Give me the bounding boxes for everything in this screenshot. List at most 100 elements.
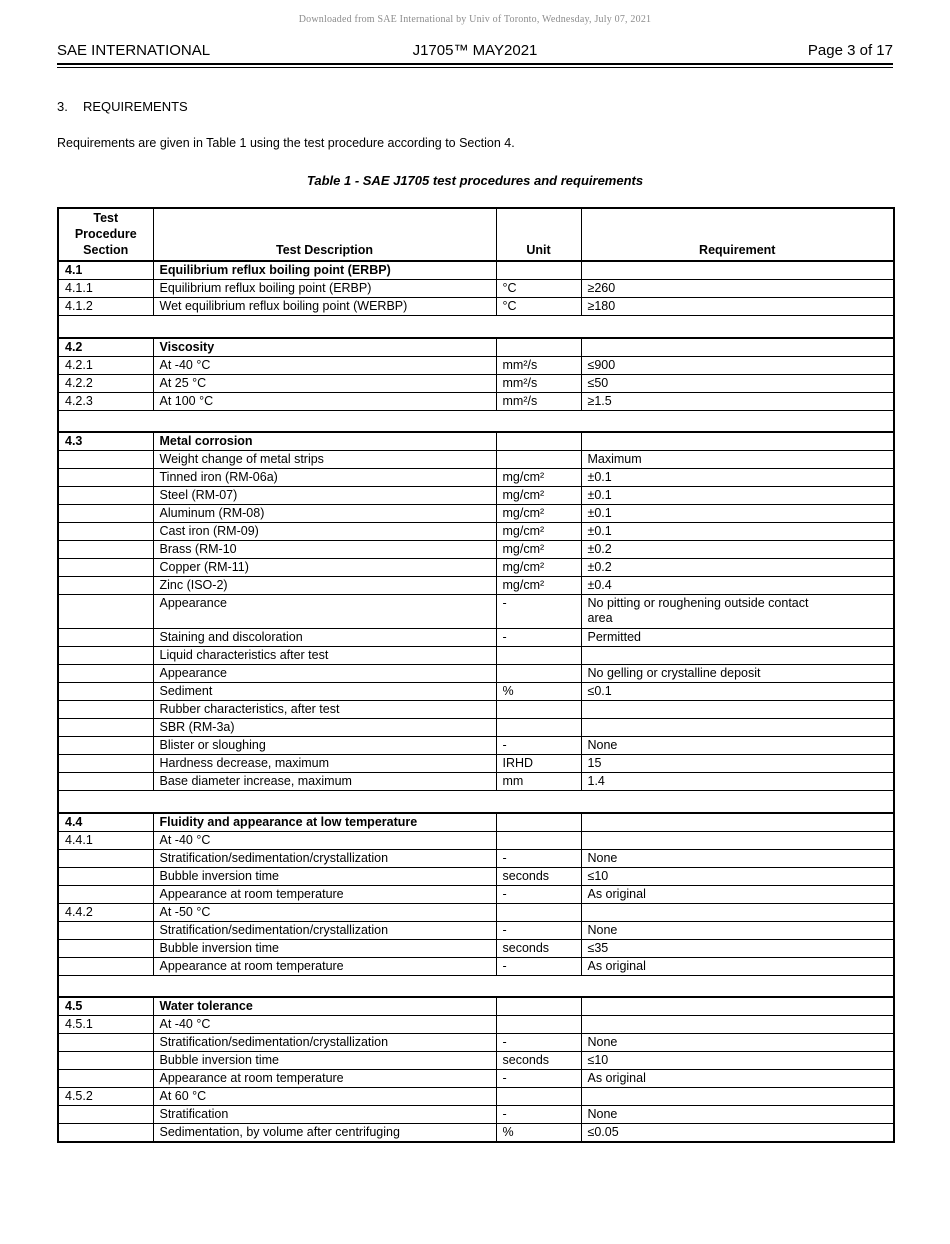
cell-requirement: ≤10 bbox=[580, 1051, 895, 1070]
cell-requirement: As original bbox=[580, 1069, 895, 1088]
table-row: Tinned iron (RM-06a) mg/cm² ±0.1 bbox=[57, 468, 895, 487]
cell-description: At -50 °C bbox=[152, 902, 497, 922]
table-row: 4.5 Water tolerance bbox=[57, 996, 895, 1016]
cell-section bbox=[57, 1123, 154, 1143]
cell-unit: mg/cm² bbox=[495, 540, 582, 559]
cell-requirement: ±0.2 bbox=[580, 540, 895, 559]
spacer-cell bbox=[57, 315, 895, 339]
cell-description: Fluidity and appearance at low temperatu… bbox=[152, 811, 497, 832]
cell-section: 4.1 bbox=[57, 260, 154, 280]
cell-section bbox=[57, 1033, 154, 1052]
table-spacer-row bbox=[57, 409, 895, 433]
cell-description: At 60 °C bbox=[152, 1087, 497, 1106]
cell-requirement: ≥1.5 bbox=[580, 391, 895, 411]
cell-requirement bbox=[580, 811, 895, 832]
cell-requirement: ±0.1 bbox=[580, 522, 895, 541]
column-header-unit: Unit bbox=[495, 207, 582, 262]
cell-unit: mm²/s bbox=[495, 355, 582, 375]
cell-requirement: 1.4 bbox=[580, 772, 895, 791]
cell-section bbox=[57, 594, 154, 629]
cell-requirement: As original bbox=[580, 884, 895, 904]
cell-unit bbox=[495, 996, 582, 1016]
table-row: 4.1 Equilibrium reflux boiling point (ERB… bbox=[57, 260, 895, 280]
cell-unit: mm²/s bbox=[495, 373, 582, 393]
cell-section: 4.1.2 bbox=[57, 297, 154, 316]
cell-description: Stratification bbox=[152, 1105, 497, 1124]
cell-requirement: 15 bbox=[580, 754, 895, 773]
section-heading: 3. REQUIREMENTS bbox=[57, 99, 893, 114]
cell-section: 4.4 bbox=[57, 811, 154, 832]
cell-section bbox=[57, 540, 154, 559]
table-row: Appearance at room temperature - As origin… bbox=[57, 1069, 895, 1088]
cell-description: Brass (RM-10 bbox=[152, 540, 497, 559]
table-row: 4.4.2 At -50 °C bbox=[57, 902, 895, 922]
cell-requirement: ≥180 bbox=[580, 297, 895, 316]
table-spacer-row bbox=[57, 315, 895, 339]
cell-description: Stratification/sedimentation/crystalliza… bbox=[152, 848, 497, 868]
cell-section bbox=[57, 700, 154, 719]
cell-description: At -40 °C bbox=[152, 1015, 497, 1034]
cell-requirement: ±0.1 bbox=[580, 486, 895, 505]
cell-unit: - bbox=[495, 956, 582, 976]
column-header-test-procedure-section: Test Procedure Section bbox=[57, 207, 154, 262]
table-row: 4.2 Viscosity bbox=[57, 336, 895, 357]
table-row: 4.1.2 Wet equilibrium reflux boiling poin… bbox=[57, 297, 895, 316]
cell-unit: seconds bbox=[495, 866, 582, 886]
cell-section bbox=[57, 1069, 154, 1088]
cell-unit: mg/cm² bbox=[495, 486, 582, 505]
table-row: Weight change of metal strips Maximum bbox=[57, 450, 895, 469]
cell-section: 4.2 bbox=[57, 336, 154, 357]
table-row: Zinc (ISO-2) mg/cm² ±0.4 bbox=[57, 576, 895, 595]
cell-requirement bbox=[580, 1015, 895, 1034]
table-caption: Table 1 - SAE J1705 test procedures and … bbox=[306, 173, 644, 188]
cell-section bbox=[57, 682, 154, 701]
cell-unit: mg/cm² bbox=[495, 522, 582, 541]
cell-unit bbox=[495, 1087, 582, 1106]
table-row: Sediment% ≤0.1 bbox=[57, 682, 895, 701]
cell-section: 4.5.1 bbox=[57, 1015, 154, 1034]
page-header: SAE INTERNATIONAL J1705™ MAY2021 Page 3 … bbox=[57, 42, 893, 59]
cell-requirement: ≤0.05 bbox=[580, 1123, 895, 1143]
header-rule-thin bbox=[57, 67, 893, 68]
table-spacer-row bbox=[57, 790, 895, 814]
table-row: 4.5.1 At -40 °C bbox=[57, 1015, 895, 1034]
table-row: Sedimentation, by volume after centrifug… bbox=[57, 1123, 895, 1143]
cell-unit: - bbox=[495, 884, 582, 904]
cell-requirement: ≤35 bbox=[580, 938, 895, 958]
cell-requirement bbox=[580, 646, 895, 665]
table-row: Liquid characteristics after test bbox=[57, 646, 895, 665]
table-row: Bubble inversion time seconds ≤10 bbox=[57, 1051, 895, 1070]
cell-section: 4.1.1 bbox=[57, 279, 154, 298]
cell-unit: mg/cm² bbox=[495, 576, 582, 595]
cell-description: Appearance at room temperature bbox=[152, 956, 497, 976]
cell-section bbox=[57, 772, 154, 791]
cell-description: At 25 °C bbox=[152, 373, 497, 393]
cell-unit bbox=[495, 811, 582, 832]
cell-section bbox=[57, 718, 154, 737]
publisher-name: SAE INTERNATIONAL bbox=[57, 42, 211, 59]
cell-description: Hardness decrease, maximum bbox=[152, 754, 497, 773]
cell-requirement: Maximum bbox=[580, 450, 895, 469]
cell-requirement: Permitted bbox=[580, 628, 895, 647]
cell-unit: IRHD bbox=[495, 754, 582, 773]
cell-unit: seconds bbox=[495, 938, 582, 958]
cell-requirement: ±0.1 bbox=[580, 468, 895, 487]
cell-unit: mg/cm² bbox=[495, 468, 582, 487]
cell-section bbox=[57, 866, 154, 886]
cell-section bbox=[57, 956, 154, 976]
cell-description: At -40 °C bbox=[152, 355, 497, 375]
cell-requirement: ≤10 bbox=[580, 866, 895, 886]
cell-requirement: ≤0.1 bbox=[580, 682, 895, 701]
table-row: 4.2.2 At 25 °C mm²/s ≤50 bbox=[57, 373, 895, 393]
cell-unit: - bbox=[495, 920, 582, 940]
cell-unit: seconds bbox=[495, 1051, 582, 1070]
cell-requirement: ±0.2 bbox=[580, 558, 895, 577]
cell-unit: - bbox=[495, 1105, 582, 1124]
cell-description: Weight change of metal strips bbox=[152, 450, 497, 469]
cell-section bbox=[57, 646, 154, 665]
table-row: Stratification/sedimentation/crystalliza… bbox=[57, 1033, 895, 1052]
cell-unit: - bbox=[495, 1033, 582, 1052]
table-row: Appearance at room temperature - As origin… bbox=[57, 884, 895, 904]
cell-unit: mg/cm² bbox=[495, 558, 582, 577]
cell-description: Appearance bbox=[152, 594, 497, 629]
